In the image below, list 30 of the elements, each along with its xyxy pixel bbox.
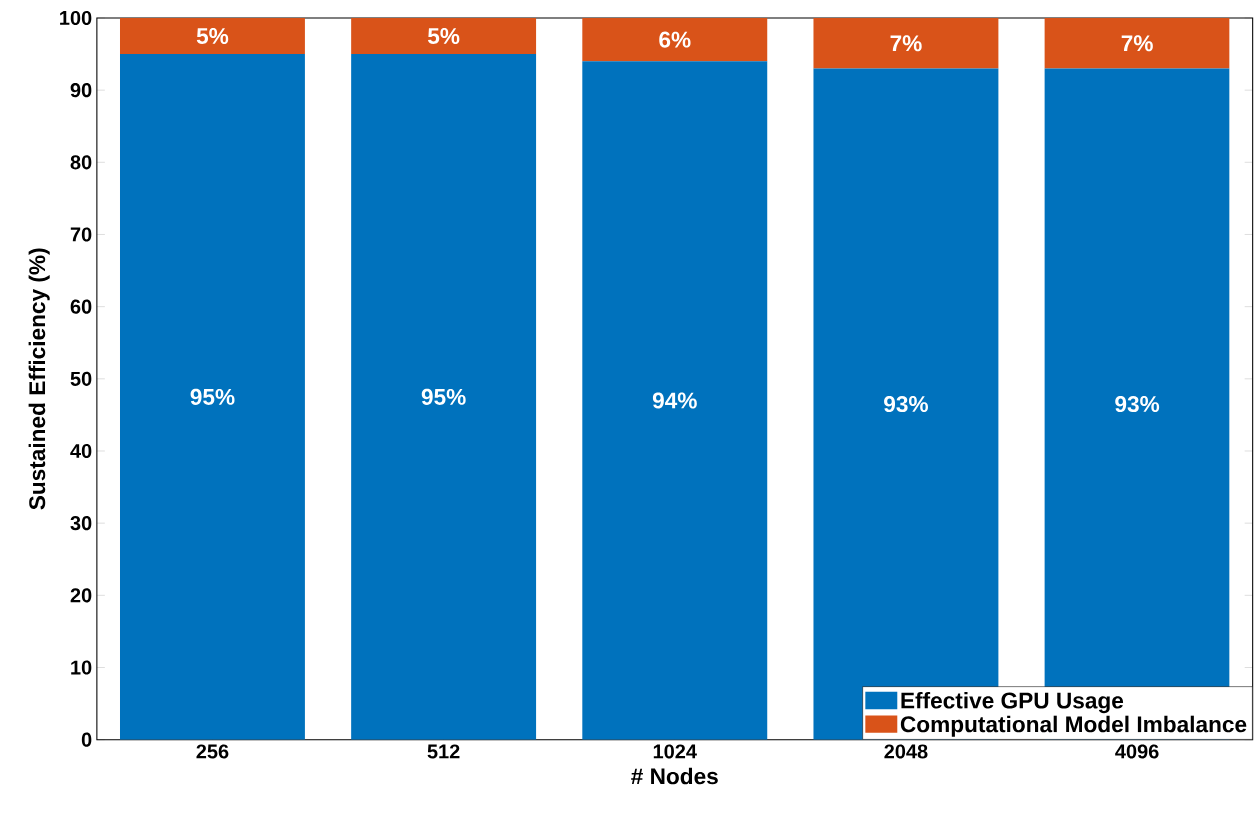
y-tick-label: 10	[71, 660, 92, 675]
y-tick-label: 100	[60, 11, 92, 26]
y-tick-label: 60	[70, 299, 92, 314]
data-label: 95%	[421, 389, 466, 406]
y-tick-label: 80	[70, 155, 92, 170]
y-tick-label: 50	[70, 371, 92, 387]
x-axis-title: # Nodes	[631, 767, 718, 785]
y-axis-title: Sustained Efficiency (%)	[28, 248, 50, 510]
x-tick-label: 2048	[884, 744, 928, 759]
x-tick-label: 256	[196, 744, 229, 759]
x-tick-label: 4096	[1115, 744, 1159, 759]
data-label: 94%	[652, 392, 697, 409]
data-label: 7%	[890, 35, 922, 52]
y-tick-label: 40	[70, 444, 92, 459]
y-tick-label: 20	[70, 588, 92, 603]
data-label: 93%	[884, 396, 928, 413]
data-label: 5%	[196, 28, 229, 45]
y-tick-label: 90	[70, 83, 92, 98]
data-label: 7%	[1121, 35, 1153, 52]
y-tick-label: 0	[81, 732, 92, 747]
data-label: 93%	[1115, 396, 1160, 413]
legend-label: Effective GPU Usage	[901, 692, 1124, 714]
y-tick-label: 30	[70, 516, 92, 531]
legend-label: Computational Model Imbalance	[900, 715, 1247, 737]
data-label: 5%	[427, 28, 460, 45]
data-label: 6%	[659, 31, 691, 48]
y-tick-label: 70	[70, 227, 92, 242]
data-label: 95%	[190, 389, 235, 406]
x-tick-label: 512	[427, 744, 460, 759]
x-tick-label: 1024	[653, 744, 697, 759]
